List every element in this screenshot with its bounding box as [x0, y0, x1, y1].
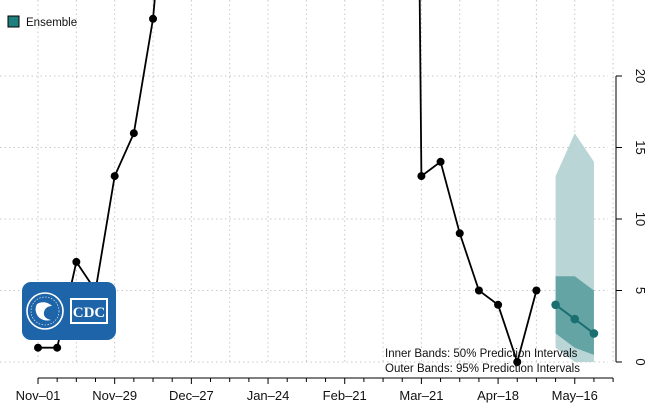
- axes: Nov–01 Nov–29 Dec–27 Jan–24 Feb–21 Mar–21 Apr–…: [16, 69, 648, 403]
- prediction-bands: [555, 133, 594, 362]
- y-tick-label: 20: [633, 69, 648, 83]
- x-tick-label: Jan–24: [247, 388, 290, 403]
- y-tick-label: 10: [633, 212, 648, 226]
- observed-point: [436, 157, 445, 166]
- observed-point: [532, 286, 541, 295]
- cdc-logo-text: CDC: [73, 305, 106, 321]
- forecast-median-point: [589, 329, 599, 338]
- observed-point: [149, 14, 158, 23]
- x-tick-label: Nov–01: [16, 388, 61, 403]
- observed-point: [513, 358, 522, 366]
- observed-point: [129, 129, 138, 138]
- band-annotations: Inner Bands: 50% Prediction Intervals Ou…: [385, 348, 580, 375]
- observed-point: [34, 343, 42, 352]
- logo-background: [22, 282, 116, 340]
- forecast-median-point: [570, 314, 580, 324]
- ensemble-forecast-series: [551, 300, 599, 338]
- x-tick-label: Nov–29: [92, 388, 137, 403]
- x-tick-label: Feb–21: [323, 388, 367, 403]
- x-tick-label: May–16: [552, 388, 598, 403]
- legend-label: Ensemble: [26, 17, 77, 29]
- x-tick-label: Apr–18: [477, 388, 519, 403]
- y-tick-label: 15: [633, 140, 648, 154]
- observed-point: [494, 300, 503, 309]
- annotation-outer-bands: Outer Bands: 95% Prediction Intervals: [385, 363, 580, 375]
- observed-point: [72, 257, 81, 266]
- observed-point: [110, 172, 119, 181]
- forecast-median-point: [551, 300, 560, 310]
- observed-point: [417, 172, 426, 181]
- cdc-wordmark: CDC: [70, 298, 108, 324]
- legend: Ensemble: [7, 15, 77, 29]
- y-tick-label: 5: [633, 287, 648, 294]
- observed-point: [474, 286, 483, 295]
- x-tick-label: Mar–21: [399, 388, 443, 403]
- observed-line: [418, 0, 538, 366]
- observed-point: [455, 229, 464, 238]
- observed-series: [34, 0, 541, 366]
- hhs-seal-icon: [26, 292, 64, 330]
- observed-point: [53, 343, 62, 352]
- y-tick-label: 0: [633, 358, 648, 365]
- x-tick-label: Dec–27: [169, 388, 214, 403]
- cdc-logo: CDC: [22, 282, 116, 340]
- legend-swatch: [7, 15, 20, 28]
- annotation-inner-bands: Inner Bands: 50% Prediction Intervals: [385, 348, 578, 360]
